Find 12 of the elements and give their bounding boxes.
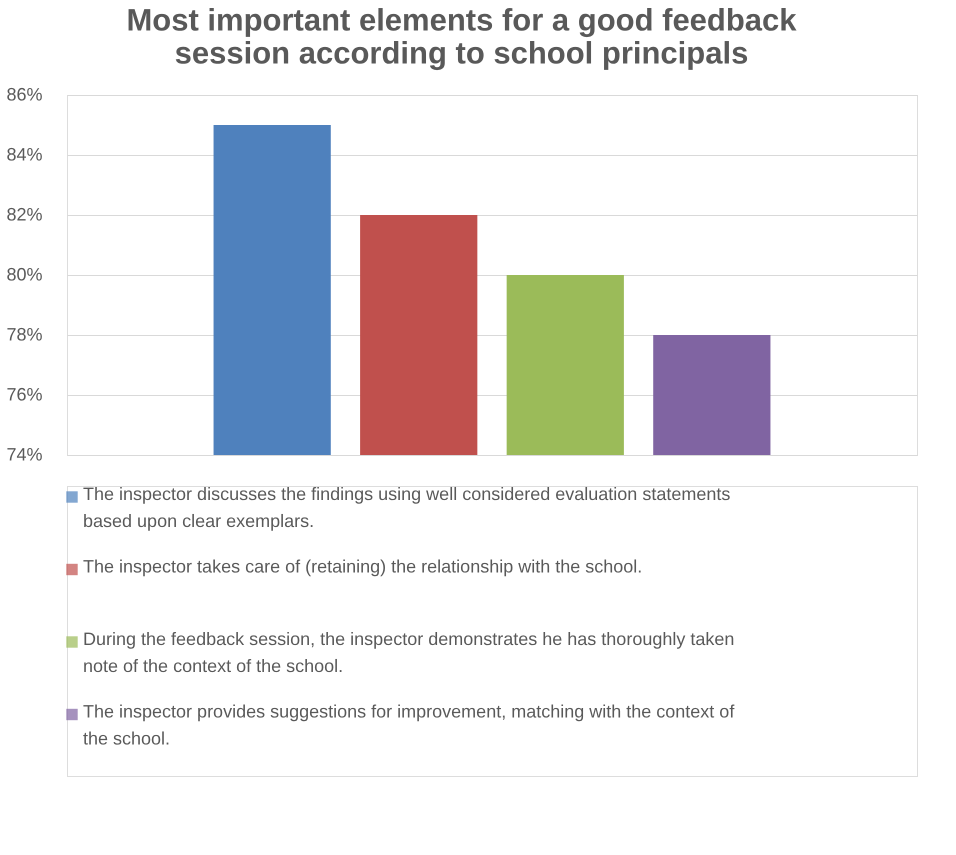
y-tick-label: 80%	[6, 264, 42, 284]
legend-label: The inspector provides suggestions for improvement, matching with the context of the school.	[83, 702, 736, 748]
y-tick-label: 78%	[6, 324, 42, 344]
legend-label: The inspector takes care of (retaining) the relationship with the school.	[83, 556, 642, 576]
y-tick-label: 74%	[6, 444, 42, 464]
legend-label: During the feedback session, the inspector demonstrates he has thoroughly taken note of the context of the school.	[83, 629, 734, 676]
y-tick-label: 82%	[6, 204, 42, 224]
y-tick-label: 86%	[6, 84, 42, 104]
y-tick-label: 76%	[6, 384, 42, 404]
legend-label: The inspector discusses the findings using well considered evaluation statements based upon clear exemplars.	[83, 484, 730, 531]
chart-title: Most important elements for a good feedback session according to school principals	[126, 2, 798, 70]
y-tick-label: 84%	[6, 144, 42, 164]
